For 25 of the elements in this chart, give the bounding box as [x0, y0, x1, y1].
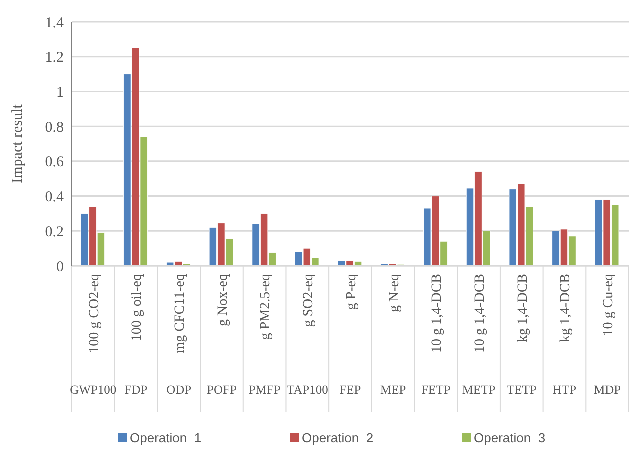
category-label: 10 g 1,4-DCB FETP [422, 274, 451, 397]
category-label: g P-eq FEP [340, 274, 362, 397]
legend-label: Operation 2 [302, 430, 374, 446]
y-tick-label: 0.6 [45, 154, 64, 171]
category-label: 10 g Cu-eq MDP [594, 274, 622, 397]
y-tick-label: 1.4 [45, 15, 64, 32]
category-label: kg 1,4-DCB HTP [552, 274, 577, 397]
y-tick-label: 0.4 [45, 190, 64, 206]
category-label: g PM2.5-eq PMFP [248, 274, 281, 397]
category-label: 100 g CO2-eq GWP100 [70, 274, 117, 397]
category-label: g SO2-eq TAP100 [286, 274, 328, 397]
legend-label: Operation 3 [474, 430, 546, 446]
category-label: g N-eq MEP [380, 274, 406, 397]
category-label: 10 g 1,4-DCB METP [462, 274, 496, 397]
category-label: g Nox-eq POFP [207, 274, 237, 397]
legend-label: Operation 1 [130, 430, 202, 446]
y-tick-label: 0.2 [45, 224, 64, 240]
category-label: 100 g oil-eq FDP [124, 274, 148, 397]
y-tick-label: 1.2 [45, 50, 64, 66]
category-label: kg 1,4-DCB TETP [506, 274, 537, 397]
category-label: mg CFC11-eq ODP [166, 274, 192, 397]
y-tick-label: 0.8 [45, 120, 64, 136]
y-tick-label: 0 [56, 259, 64, 276]
y-axis-title: Impact result [10, 104, 26, 184]
y-tick-label: 1 [56, 84, 64, 101]
